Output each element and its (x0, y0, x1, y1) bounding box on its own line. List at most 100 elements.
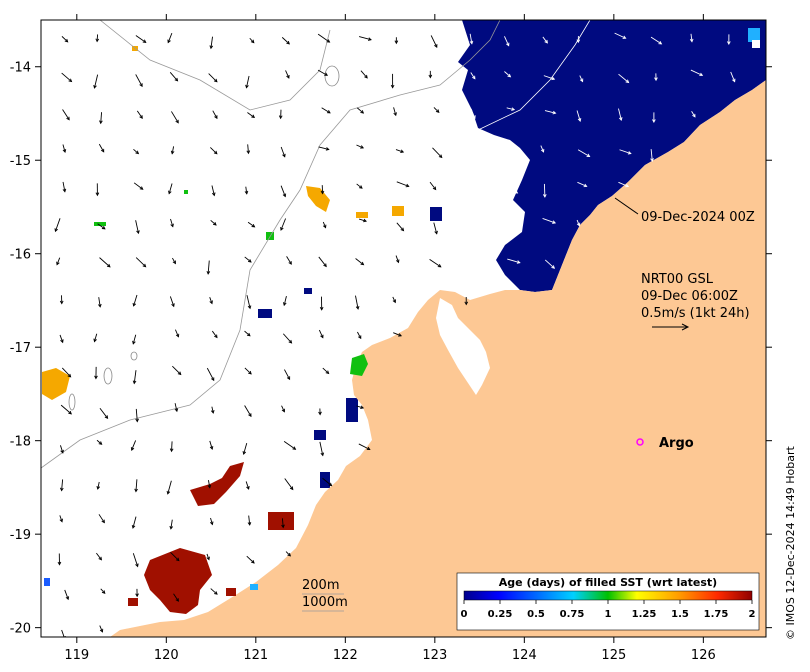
current-arrow-head-icon (209, 300, 213, 305)
current-arrow-icon (99, 625, 103, 633)
current-arrow-head-icon (169, 448, 174, 453)
current-arrow-head-icon (360, 261, 365, 266)
current-arrow-head-icon (98, 303, 102, 308)
current-arrow-head-icon (472, 187, 476, 192)
current-arrow-icon (285, 551, 291, 557)
current-arrow-head-icon (328, 482, 333, 487)
current-arrow-icon (577, 149, 590, 157)
current-arrow-icon (576, 219, 580, 226)
current-arrow-icon (283, 296, 287, 306)
current-arrow-icon (470, 72, 476, 80)
current-arrow-icon (618, 73, 629, 83)
current-arrow-head-icon (583, 183, 588, 188)
current-arrow-head-icon (251, 560, 255, 564)
current-arrow-icon (131, 440, 137, 451)
colorbar-tick-label: 1.5 (671, 609, 689, 620)
current-arrow-icon (284, 478, 294, 490)
current-arrow-head-icon (54, 228, 58, 233)
current-arrow-icon (466, 148, 468, 158)
current-arrow-head-icon (251, 223, 256, 228)
current-arrow-head-icon (214, 591, 218, 595)
reef-outline (68, 393, 76, 411)
current-arrow-head-icon (98, 556, 103, 561)
current-arrow-icon (319, 441, 324, 456)
current-arrow-head-icon (209, 521, 214, 526)
current-arrow-icon (245, 186, 248, 194)
current-arrow-head-icon (96, 485, 101, 490)
current-arrow-icon (317, 33, 330, 43)
current-arrow-head-icon (207, 484, 212, 489)
current-arrow-head-icon (248, 413, 252, 418)
current-arrow-head-icon (324, 72, 329, 76)
current-arrow-icon (249, 37, 255, 44)
current-arrow-head-icon (167, 39, 171, 44)
current-arrow-head-icon (214, 115, 218, 120)
current-arrow-head-icon (64, 38, 69, 43)
current-arrow-head-icon (278, 115, 283, 120)
current-arrow-head-icon (692, 113, 696, 118)
current-arrow-icon (96, 552, 102, 561)
current-arrow-icon (246, 295, 251, 309)
current-arrow-icon (206, 367, 215, 381)
current-arrow-icon (429, 259, 442, 268)
current-arrow-head-icon (434, 230, 438, 235)
current-arrow-icon (505, 184, 518, 194)
green-sst-patch (94, 222, 106, 226)
argo-marker-icon[interactable] (636, 438, 644, 446)
current-arrow-head-icon (66, 116, 70, 121)
current-arrow-head-icon (319, 306, 324, 311)
current-arrow-icon (173, 593, 179, 602)
current-arrow-head-icon (65, 596, 70, 601)
x-tick-label: 120 (154, 648, 179, 663)
current-arrow-icon (281, 518, 284, 528)
current-arrow-icon (396, 181, 409, 187)
current-arrow-icon (690, 33, 693, 42)
current-arrow-head-icon (586, 153, 591, 157)
plot-frame (40, 19, 767, 638)
current-arrow-icon (211, 330, 218, 338)
colorbar-tick-label: 0.5 (527, 609, 545, 620)
current-arrow-head-icon (211, 377, 215, 382)
x-tick-label: 125 (601, 648, 626, 663)
green-sst-patch (350, 354, 368, 376)
current-arrow-head-icon (246, 332, 251, 337)
current-arrow-head-icon (576, 39, 581, 44)
current-arrow-head-icon (544, 39, 548, 44)
x-tick-label: 124 (512, 648, 537, 663)
current-arrow-icon (62, 144, 66, 153)
current-arrow-head-icon (320, 190, 325, 195)
current-arrow-icon (98, 514, 105, 523)
current-arrow-icon (174, 329, 179, 337)
current-arrow-icon (691, 111, 696, 118)
current-arrow-icon (280, 185, 286, 197)
current-arrow-head-icon (286, 40, 290, 45)
current-arrow-icon (207, 260, 210, 274)
current-arrow-head-icon (326, 110, 331, 114)
current-arrow-icon (247, 144, 249, 154)
current-arrow-head-icon (142, 263, 147, 268)
current-arrow-icon (170, 551, 180, 561)
sst-time-pointer (614, 197, 639, 215)
current-arrow-head-icon (134, 488, 138, 493)
sst-patch (304, 288, 312, 294)
current-arrow-icon (135, 408, 138, 422)
current-arrow-icon (244, 367, 252, 375)
current-arrow-head-icon (250, 39, 255, 44)
current-arrow-head-icon (511, 107, 516, 111)
current-arrow-head-icon (507, 73, 512, 78)
current-arrow-head-icon (56, 261, 60, 266)
current-arrow-icon (356, 144, 364, 149)
reef-outline (103, 367, 113, 385)
current-arrow-head-icon (289, 486, 294, 491)
current-arrow-icon (396, 222, 404, 231)
current-arrow-icon (429, 181, 437, 190)
x-tick-label: 123 (422, 648, 447, 663)
reef-outline (130, 351, 138, 361)
current-arrow-icon (61, 36, 69, 43)
contour-1000m (99, 20, 331, 111)
current-arrow-icon (395, 149, 404, 153)
current-arrow-head-icon (94, 375, 98, 380)
current-time-label: 09-Dec 06:00Z (641, 289, 738, 304)
current-arrow-icon (542, 217, 556, 224)
current-arrow-icon (170, 218, 174, 227)
